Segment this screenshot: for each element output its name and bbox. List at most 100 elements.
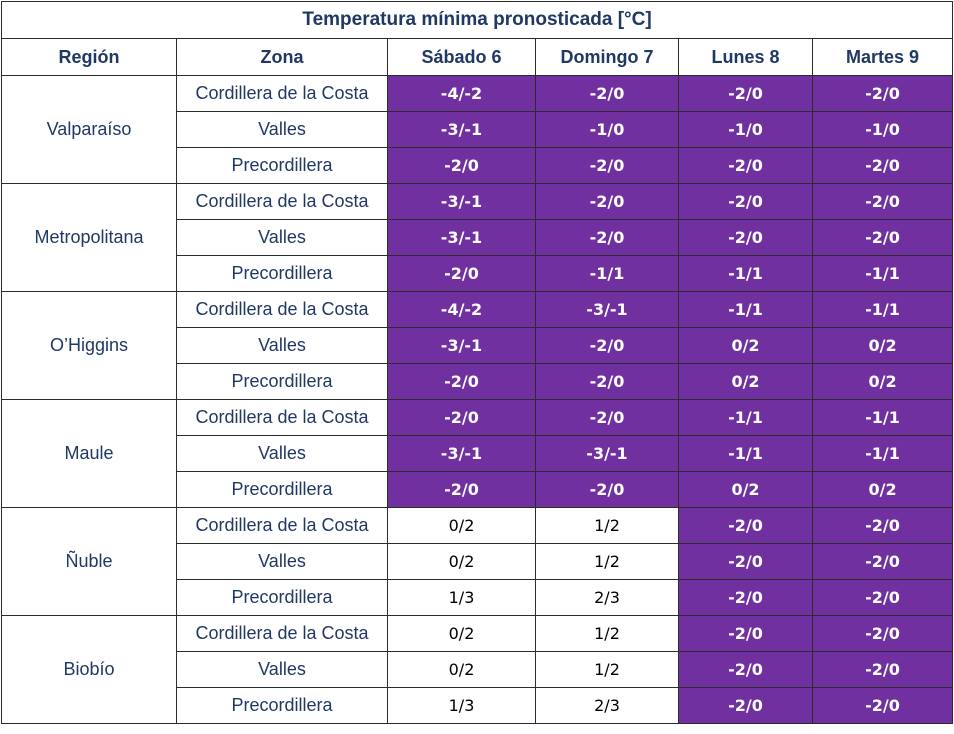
temperature-cell: -2/0 — [678, 579, 813, 616]
table-row: Valles -3/-1 -1/0 -1/0 -1/0 — [2, 111, 954, 148]
temperature-cell: -1/0 — [811, 111, 954, 148]
temperature-cell: -2/0 — [535, 471, 679, 508]
temperature-cell: -1/1 — [678, 255, 813, 292]
header-day-3: Lunes 8 — [678, 38, 813, 76]
zone-cell: Cordillera de la Costa — [176, 75, 388, 112]
region-cell: Ñuble — [1, 507, 177, 616]
table-row: Precordillera -2/0 -2/0 0/2 0/2 — [2, 363, 954, 400]
temperature-cell: -2/0 — [678, 687, 813, 724]
table-row: Valles 0/2 1/2 -2/0 -2/0 — [2, 651, 954, 688]
temperature-cell: -3/-1 — [387, 327, 536, 364]
temperature-cell: -2/0 — [811, 147, 954, 184]
temperature-cell: -2/0 — [535, 75, 679, 112]
table-row: Biobío Cordillera de la Costa 0/2 1/2 -2/0 -2… — [1, 615, 954, 724]
header-row: Región Zona Sábado 6 Domingo 7 Lunes 8 M… — [1, 38, 954, 76]
temperature-cell: -2/0 — [535, 363, 679, 400]
zone-cell: Cordillera de la Costa — [176, 183, 388, 220]
temperature-cell: -2/0 — [387, 363, 536, 400]
temperature-cell: 0/2 — [678, 327, 813, 364]
temperature-cell: -2/0 — [811, 543, 954, 580]
temperature-cell: -2/0 — [811, 687, 954, 724]
header-day-2: Domingo 7 — [535, 38, 679, 76]
zone-cell: Cordillera de la Costa — [176, 291, 388, 328]
zone-cell: Valles — [176, 111, 388, 148]
table-row: Metropolitana Cordillera de la Costa -3/-1… — [1, 183, 954, 292]
temperature-cell: -3/-1 — [535, 435, 679, 472]
table-row: Valles -3/-1 -2/0 -2/0 -2/0 — [2, 219, 954, 256]
temperature-cell: 1/2 — [535, 543, 679, 580]
table-row: Valparaíso Cordillera de la Costa -4/-2 -2/… — [1, 75, 954, 184]
temperature-cell: -2/0 — [811, 651, 954, 688]
temperature-cell: -2/0 — [535, 147, 679, 184]
temperature-cell: 1/3 — [387, 579, 536, 616]
temperature-cell: -1/1 — [811, 255, 954, 292]
zone-cell: Cordillera de la Costa — [176, 615, 388, 652]
table-row: Precordillera 1/3 2/3 -2/0 -2/0 — [2, 687, 954, 724]
temperature-cell: 0/2 — [811, 327, 954, 364]
table-body: Valparaíso Cordillera de la Costa -4/-2 -2/… — [1, 75, 954, 724]
temperature-cell: 0/2 — [811, 471, 954, 508]
temperature-cell: 0/2 — [678, 363, 813, 400]
temperature-cell: 0/2 — [387, 507, 536, 544]
zone-cell: Precordillera — [176, 471, 388, 508]
temperature-cell: 0/2 — [387, 651, 536, 688]
temperature-cell: -2/0 — [811, 75, 954, 112]
temperature-cell: 0/2 — [678, 471, 813, 508]
zone-cell: Valles — [176, 327, 388, 364]
temperature-cell: -1/1 — [811, 291, 954, 328]
table-row: Precordillera -2/0 -1/1 -1/1 -1/1 — [2, 255, 954, 292]
temperature-cell: -3/-1 — [387, 183, 536, 220]
temperature-cell: -2/0 — [678, 651, 813, 688]
temperature-cell: -2/0 — [387, 471, 536, 508]
header-zona: Zona — [176, 38, 388, 76]
temperature-cell: -1/1 — [811, 399, 954, 436]
temperature-cell: 0/2 — [387, 543, 536, 580]
zone-cell: Precordillera — [176, 363, 388, 400]
table-title: Temperatura mínima pronosticada [°C] — [0, 1, 954, 39]
temperature-cell: -2/0 — [678, 507, 813, 544]
temperature-cell: 2/3 — [535, 687, 679, 724]
temperature-cell: -1/1 — [678, 435, 813, 472]
temperature-cell: 1/2 — [535, 651, 679, 688]
temperature-cell: -4/-2 — [387, 75, 536, 112]
temperature-cell: -2/0 — [811, 579, 954, 616]
temperature-cell: -1/1 — [678, 399, 813, 436]
region-cell: Maule — [1, 399, 177, 508]
temperature-cell: -1/1 — [535, 255, 679, 292]
zone-cell: Cordillera de la Costa — [176, 507, 388, 544]
temperature-cell: -2/0 — [387, 255, 536, 292]
temperature-cell: -2/0 — [535, 183, 679, 220]
header-region: Región — [1, 38, 177, 76]
temperature-cell: -1/0 — [535, 111, 679, 148]
temperature-cell: 1/2 — [535, 507, 679, 544]
temperature-cell: 1/2 — [535, 615, 679, 652]
temperature-cell: -2/0 — [811, 615, 954, 652]
temperature-cell: -2/0 — [811, 507, 954, 544]
region-cell: O’Higgins — [1, 291, 177, 400]
temperature-cell: -2/0 — [387, 399, 536, 436]
header-day-4: Martes 9 — [811, 38, 954, 76]
region-cell: Metropolitana — [1, 183, 177, 292]
zone-cell: Precordillera — [176, 579, 388, 616]
temperature-cell: 0/2 — [387, 615, 536, 652]
temperature-cell: -2/0 — [678, 75, 813, 112]
zone-cell: Precordillera — [176, 255, 388, 292]
temperature-cell: -2/0 — [387, 147, 536, 184]
zone-cell: Precordillera — [176, 687, 388, 724]
temperature-cell: -2/0 — [678, 147, 813, 184]
temperature-cell: 0/2 — [811, 363, 954, 400]
zone-cell: Valles — [176, 651, 388, 688]
temperature-cell: -4/-2 — [387, 291, 536, 328]
zone-cell: Valles — [176, 219, 388, 256]
temperature-cell: -3/-1 — [387, 111, 536, 148]
table-row: Precordillera -2/0 -2/0 -2/0 -2/0 — [2, 147, 954, 184]
table-row: O’Higgins Cordillera de la Costa -4/-2 -3/-… — [1, 291, 954, 400]
zone-cell: Valles — [176, 543, 388, 580]
table-row: Precordillera -2/0 -2/0 0/2 0/2 — [2, 471, 954, 508]
temperature-cell: -2/0 — [811, 219, 954, 256]
temperature-cell: -2/0 — [535, 399, 679, 436]
zone-cell: Cordillera de la Costa — [176, 399, 388, 436]
zone-cell: Valles — [176, 435, 388, 472]
table-row: Maule Cordillera de la Costa -2/0 -2/0 -1/1-… — [1, 399, 954, 508]
